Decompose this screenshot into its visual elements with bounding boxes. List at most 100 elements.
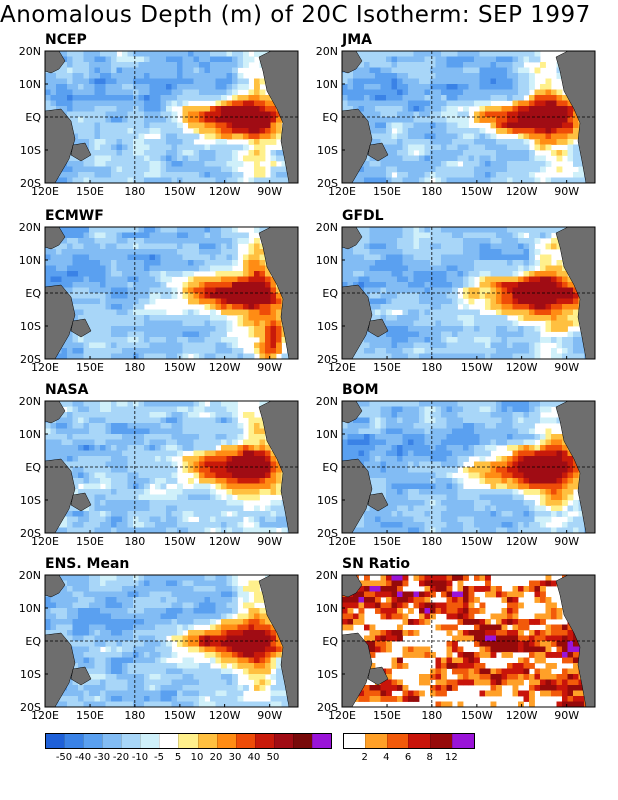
panel-sn-ratio: SN Ratio 120E 150E 180 150W 120W 90W 20N 10N EQ 1… (297, 556, 596, 722)
anomaly-colorbar (45, 733, 332, 749)
panel-title: BOM (342, 382, 379, 398)
x-tick-label: 150E (373, 185, 401, 198)
y-tick-label: 10N (316, 254, 338, 267)
y-tick-label: EQ (25, 287, 41, 300)
figure-title: Anomalous Depth (m) of 20C Isotherm: SEP… (0, 2, 591, 28)
x-tick-label: 90W (257, 361, 282, 374)
y-tick-label: 10S (317, 320, 338, 333)
panel-title: JMA (342, 32, 372, 48)
colorbar-label: -20 (112, 752, 130, 763)
map-sn-ratio: 120E 150E 180 150W 120W 90W 20N 10N EQ 10S 20S (316, 569, 596, 722)
colorbar-swatch (64, 734, 84, 748)
x-tick-label: 120E (328, 709, 356, 722)
x-tick-label: 180 (124, 535, 145, 548)
x-tick-label: 120E (328, 535, 356, 548)
y-tick-label: 20S (317, 701, 338, 714)
y-tick-label: EQ (25, 461, 41, 474)
x-tick-label: 150W (461, 185, 493, 198)
y-tick-label: 20N (19, 45, 41, 58)
panel-jma: JMA 120E 150E 180 150W 120W 90W 20N 10N EQ 10S 20S (297, 32, 596, 198)
x-tick-label: 150W (164, 709, 196, 722)
x-tick-label: 180 (124, 185, 145, 198)
x-tick-label: 120E (328, 361, 356, 374)
y-tick-label: 10S (20, 144, 41, 157)
x-tick-label: 150W (164, 535, 196, 548)
panel-title: ECMWF (45, 208, 104, 224)
x-tick-label: 150E (76, 709, 104, 722)
colorbar-swatch (121, 734, 141, 748)
y-tick-label: 20N (19, 221, 41, 234)
panel-ens-mean: ENS. Mean 120E 150E 180 150W 120W 90W 20N 10N EQ… (0, 556, 299, 722)
colorbar-label: -30 (93, 752, 111, 763)
colorbar-label: 2 (361, 752, 368, 763)
x-tick-label: 90W (554, 361, 579, 374)
y-tick-label: EQ (322, 111, 338, 124)
x-tick-label: 150E (76, 185, 104, 198)
colorbar-swatch (254, 734, 274, 748)
y-tick-label: 20S (20, 353, 41, 366)
x-tick-label: 120W (209, 709, 241, 722)
x-tick-label: 120W (209, 535, 241, 548)
colorbar-swatch (46, 734, 65, 748)
colorbar-label: -50 (55, 752, 73, 763)
y-tick-label: EQ (322, 635, 338, 648)
x-tick-label: 120E (31, 361, 59, 374)
y-tick-label: 10N (19, 428, 41, 441)
y-tick-label: 20S (20, 527, 41, 540)
colorbar-swatch (408, 734, 431, 748)
map-ncep: 120E 150E 180 150W 120W 90W 20N 10N EQ 10S 20S (19, 45, 299, 198)
y-tick-label: 10S (317, 144, 338, 157)
colorbar-label: 40 (247, 752, 261, 763)
colorbar-swatch (430, 734, 453, 748)
colorbar-swatch (159, 734, 179, 748)
panel-bom: BOM 120E 150E 180 150W 120W 90W 20N 10N EQ 10S 20S (297, 382, 596, 548)
panel-nasa: NASA 120E 150E 180 150W 120W 90W 20N 10N EQ 10S 20… (0, 382, 299, 548)
y-tick-label: 20N (316, 395, 338, 408)
y-tick-label: EQ (322, 287, 338, 300)
x-tick-label: 90W (257, 709, 282, 722)
x-tick-label: 120W (209, 361, 241, 374)
x-tick-label: 150W (461, 361, 493, 374)
colorbar-swatch (83, 734, 103, 748)
map-gfdl: 120E 150E 180 150W 120W 90W 20N 10N EQ 10S 20S (316, 221, 596, 374)
colorbar-swatch (273, 734, 293, 748)
panel-title: SN Ratio (342, 556, 411, 572)
x-tick-label: 90W (554, 709, 579, 722)
y-tick-label: 10S (317, 494, 338, 507)
colorbar-label: 12 (444, 752, 458, 763)
map-ecmwf: 120E 150E 180 150W 120W 90W 20N 10N EQ 10S 20S (19, 221, 299, 374)
x-tick-label: 90W (257, 535, 282, 548)
y-tick-label: 10S (20, 668, 41, 681)
x-tick-label: 90W (554, 185, 579, 198)
x-tick-label: 120W (506, 185, 538, 198)
y-tick-label: 10S (20, 320, 41, 333)
x-tick-label: 150W (461, 535, 493, 548)
y-tick-label: 10N (19, 254, 41, 267)
colorbar-label: 4 (383, 752, 390, 763)
x-tick-label: 90W (257, 185, 282, 198)
colorbar-label: 50 (266, 752, 280, 763)
panel-title: ENS. Mean (45, 556, 130, 572)
colorbar-swatch (452, 734, 474, 748)
x-tick-label: 180 (421, 361, 442, 374)
y-tick-label: 10S (317, 668, 338, 681)
x-tick-label: 120W (506, 361, 538, 374)
colorbar-label: 30 (228, 752, 242, 763)
y-tick-label: 10N (316, 428, 338, 441)
y-tick-label: 20N (316, 45, 338, 58)
colorbar-label: 6 (404, 752, 412, 763)
y-tick-label: 10N (19, 78, 41, 91)
x-tick-label: 180 (421, 535, 442, 548)
x-tick-label: 120E (328, 185, 356, 198)
y-tick-label: 20N (316, 221, 338, 234)
x-tick-label: 150W (164, 361, 196, 374)
colorbar-swatch (102, 734, 122, 748)
x-tick-label: 120E (31, 535, 59, 548)
colorbar-label: 10 (190, 752, 204, 763)
x-tick-label: 180 (124, 709, 145, 722)
colorbar-swatch (235, 734, 255, 748)
x-tick-label: 180 (421, 185, 442, 198)
x-tick-label: 150E (76, 361, 104, 374)
x-tick-label: 120W (209, 185, 241, 198)
x-tick-label: 120E (31, 185, 59, 198)
